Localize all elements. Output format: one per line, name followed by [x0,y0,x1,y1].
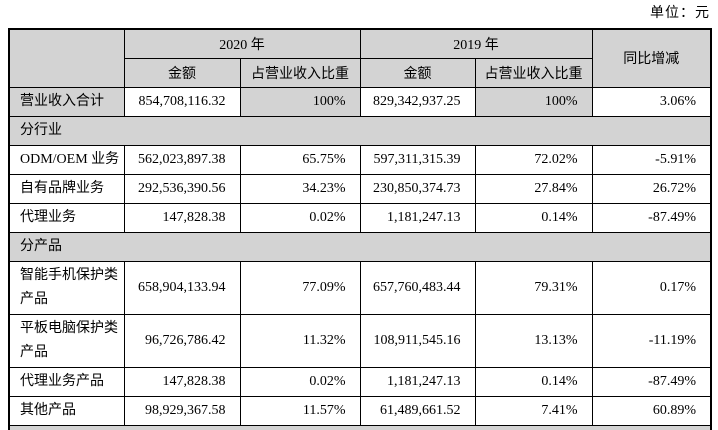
section-row-by-product: 分产品 [8,231,712,262]
row-label: 代理业务产品 [8,367,125,398]
share-2020: 34.23% [239,173,361,204]
row-label: 自有品牌业务 [8,173,125,204]
share-2019: 0.14% [474,202,593,233]
amount-2020: 562,023,897.38 [123,144,241,175]
share-2020: 0.02% [239,202,361,233]
row-label: 代理业务 [8,202,125,233]
amount-2020: 147,828.38 [123,367,241,398]
amount-2019: 829,342,937.25 [359,86,476,117]
table-row: 代理业务 147,828.38 0.02% 1,181,247.13 0.14%… [8,202,712,233]
row-label: 其他产品 [8,396,125,427]
share-2019: 100% [474,86,593,117]
amount-2020: 292,536,390.56 [123,173,241,204]
amount-2019: 1,181,247.13 [359,202,476,233]
share-2020: 65.75% [239,144,361,175]
section-row-by-industry: 分行业 [8,115,712,146]
share-2020: 0.02% [239,367,361,398]
yoy-change: -11.19% [591,314,712,369]
share-2020: 11.32% [239,314,361,369]
header-row-measures: 金额 占营业收入比重 金额 占营业收入比重 [9,57,711,88]
yoy-change: -5.91% [591,144,712,175]
col-header-amount-2019: 金额 [359,57,476,88]
col-header-yoy: 同比增减 [591,28,712,88]
share-2019: 79.31% [474,260,593,316]
amount-2020: 98,929,367.58 [123,396,241,427]
section-label: 分产品 [8,231,712,262]
yoy-change: 0.17% [591,260,712,316]
row-label: 平板电脑保护类产品 [8,314,125,369]
share-2020: 11.57% [239,396,361,427]
table-row: ODM/OEM 业务 562,023,897.38 65.75% 597,311… [8,144,712,175]
yoy-change: 3.06% [591,86,712,117]
row-label: 智能手机保护类产品 [8,260,125,316]
clipped-section-cell [8,425,712,430]
revenue-breakdown-table: 2020 年 2019 年 同比增减 金额 占营业收入比重 金额 占营业收入比重… [8,28,712,430]
amount-2020: 147,828.38 [123,202,241,233]
share-2019: 13.13% [474,314,593,369]
row-label: 营业收入合计 [8,86,125,117]
share-2019: 0.14% [474,367,593,398]
amount-2019: 61,489,661.52 [359,396,476,427]
amount-2020: 96,726,786.42 [123,314,241,369]
share-2020: 100% [239,86,361,117]
yoy-change: 60.89% [591,396,712,427]
col-header-amount-2020: 金额 [123,57,241,88]
amount-2020: 658,904,133.94 [123,260,241,316]
amount-2019: 230,850,374.73 [359,173,476,204]
table-row: 智能手机保护类产品 658,904,133.94 77.09% 657,760,… [8,260,712,316]
amount-2019: 108,911,545.16 [359,314,476,369]
section-row-clipped [8,425,712,430]
share-2020: 77.09% [239,260,361,316]
share-2019: 27.84% [474,173,593,204]
yoy-change: -87.49% [591,367,712,398]
amount-2019: 657,760,483.44 [359,260,476,316]
yoy-change: -87.49% [591,202,712,233]
col-header-share-2020: 占营业收入比重 [239,57,361,88]
amount-2019: 1,181,247.13 [359,367,476,398]
amount-2019: 597,311,315.39 [359,144,476,175]
table-row-total: 营业收入合计 854,708,116.32 100% 829,342,937.2… [8,86,712,117]
unit-label: 单位：元 [650,6,710,21]
col-group-2020: 2020 年 [123,28,361,59]
col-group-2019: 2019 年 [359,28,593,59]
table-row: 其他产品 98,929,367.58 11.57% 61,489,661.52 … [8,396,712,427]
table-row: 代理业务产品 147,828.38 0.02% 1,181,247.13 0.1… [8,367,712,398]
amount-2020: 854,708,116.32 [123,86,241,117]
row-label: ODM/OEM 业务 [8,144,125,175]
header-row-years: 2020 年 2019 年 同比增减 [8,28,712,88]
table-row: 平板电脑保护类产品 96,726,786.42 11.32% 108,911,5… [8,314,712,369]
corner-cell [8,28,125,88]
table-row: 自有品牌业务 292,536,390.56 34.23% 230,850,374… [8,173,712,204]
yoy-change: 26.72% [591,173,712,204]
share-2019: 72.02% [474,144,593,175]
share-2019: 7.41% [474,396,593,427]
col-header-share-2019: 占营业收入比重 [474,57,593,88]
section-label: 分行业 [8,115,712,146]
